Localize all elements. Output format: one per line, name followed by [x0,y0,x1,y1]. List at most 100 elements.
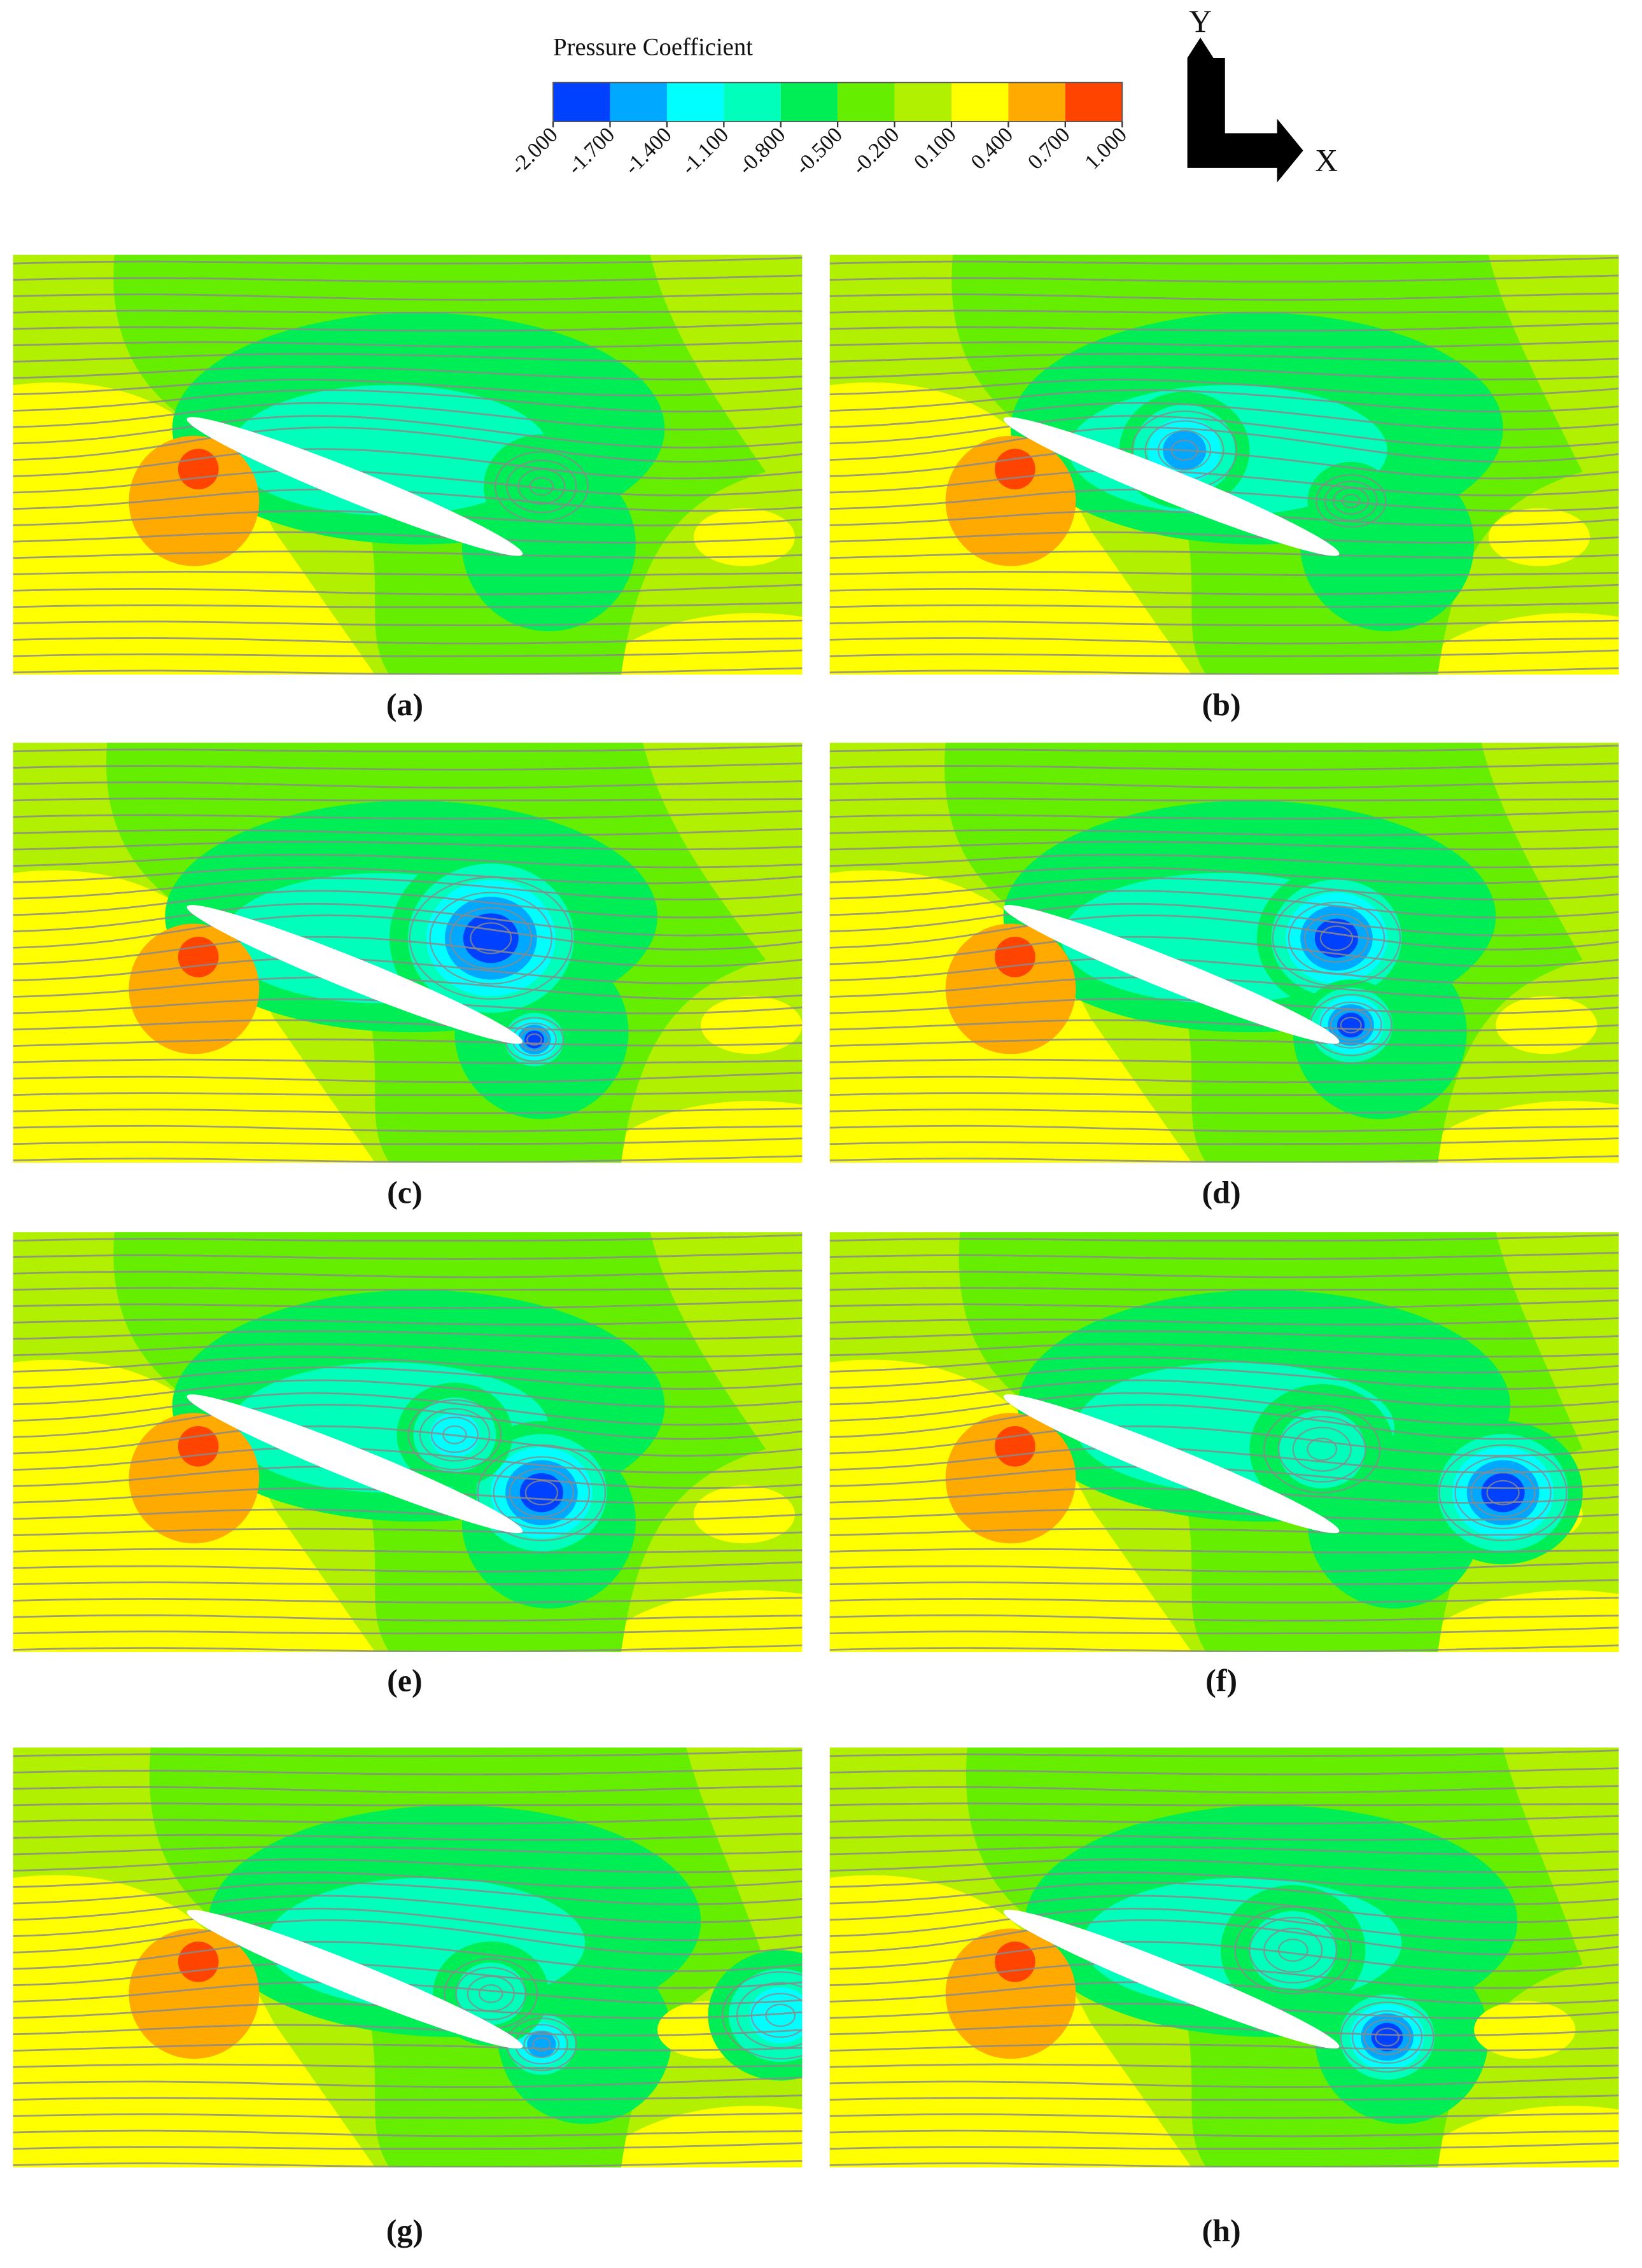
streamline [829,571,1619,577]
streamline-loop [1288,901,1386,975]
streamline [829,619,1619,626]
streamline [13,1299,803,1309]
vortex-core [1249,1911,1337,1990]
streamline-loop [509,1467,575,1518]
streamline [13,810,803,820]
streamline [829,2024,1619,2036]
streamline [829,762,1619,771]
streamline-loop [493,1456,591,1530]
streamline [13,365,803,381]
streamline-loop [455,1966,527,2020]
high-pressure-region [1408,2106,1619,2167]
streamline [829,2142,1619,2150]
streamline [13,1317,803,1326]
streamline-loop [1438,1444,1568,1541]
streamline [829,1882,1619,1905]
streamline-loop [1277,1938,1309,1962]
streamline [13,1019,803,1032]
streamline [13,1644,803,1652]
streamline [13,1614,803,1622]
streamline [829,1019,1619,1032]
colorbar-tick-label: -1.700 [563,123,619,179]
streamline-loop [1249,1917,1338,1984]
panel [829,743,1619,1163]
streamline [13,780,803,789]
streamline [829,1749,1619,1758]
streamline [829,1627,1619,1635]
streamline [829,1644,1619,1652]
streamline [829,649,1619,657]
streamline-loop [1157,430,1212,471]
streamline [829,2094,1619,2101]
panel-caption: (b) [1202,687,1240,722]
streamline [13,1579,803,1586]
streamline [13,2112,803,2119]
streamline-loop [430,1417,479,1453]
streamline [829,1124,1619,1133]
streamline [829,1548,1619,1554]
streamline [829,2112,1619,2119]
streamline [13,1287,803,1291]
streamline [13,1107,803,1114]
streamline [13,379,803,396]
streamline [829,2043,1619,2052]
high-pressure-region [1408,613,1619,675]
streamline [13,1561,803,1573]
streamline-loop [1351,2010,1423,2064]
streamline [829,780,1619,789]
streamline [13,1802,803,1807]
stagnation-core [178,1941,219,1982]
streamline-loop [409,876,573,1000]
streamline [13,1038,803,1047]
airfoil [1003,1394,1340,1534]
streamline [829,1894,1619,1924]
streamline [13,353,803,363]
streamline [829,1845,1619,1856]
panel-caption: (c) [387,1175,423,1210]
streamline [13,309,803,314]
streamline [13,1234,803,1242]
streamline [829,2063,1619,2069]
colorbar-tick-label: -0.200 [848,123,904,179]
streamline [13,762,803,771]
streamline [829,1299,1619,1309]
streamline [13,1858,803,1873]
stagnation-core [995,937,1035,977]
streamline-loop [494,451,589,522]
streamline [829,1155,1619,1163]
streamline-loop [1486,1480,1520,1506]
streamline [829,1343,1619,1358]
panel [13,255,803,675]
streamline [13,256,803,265]
streamline [829,1137,1619,1145]
streamline [829,415,1619,449]
streamline [13,1919,803,1956]
streamline-loop [1341,493,1361,508]
streamline [829,1561,1619,1573]
colorbar-title: Pressure Coefficient [553,34,753,60]
streamline [829,1270,1619,1278]
colorbar-band [724,82,781,122]
stagnation-core [178,937,219,977]
streamline [13,2129,803,2138]
streamline-loop [1277,1416,1366,1483]
panel-caption: (f) [1205,1662,1237,1698]
streamline-loop [517,468,566,505]
streamline [829,2129,1619,2138]
streamline [829,402,1619,431]
streamline [829,841,1619,851]
colorbar-tick-label: 0.400 [967,123,1018,174]
streamline [829,2076,1619,2089]
streamline [13,448,803,480]
streamline-loop [523,2030,560,2059]
streamline [829,935,1619,968]
streamline [829,866,1619,885]
streamline [13,2043,803,2052]
streamline-loop [529,477,554,496]
streamline [13,1749,803,1758]
axis-arrows [1187,38,1303,183]
streamline [829,828,1619,836]
colorbar-band [553,82,610,122]
panel [829,1232,1619,1652]
streamline [13,1508,803,1521]
